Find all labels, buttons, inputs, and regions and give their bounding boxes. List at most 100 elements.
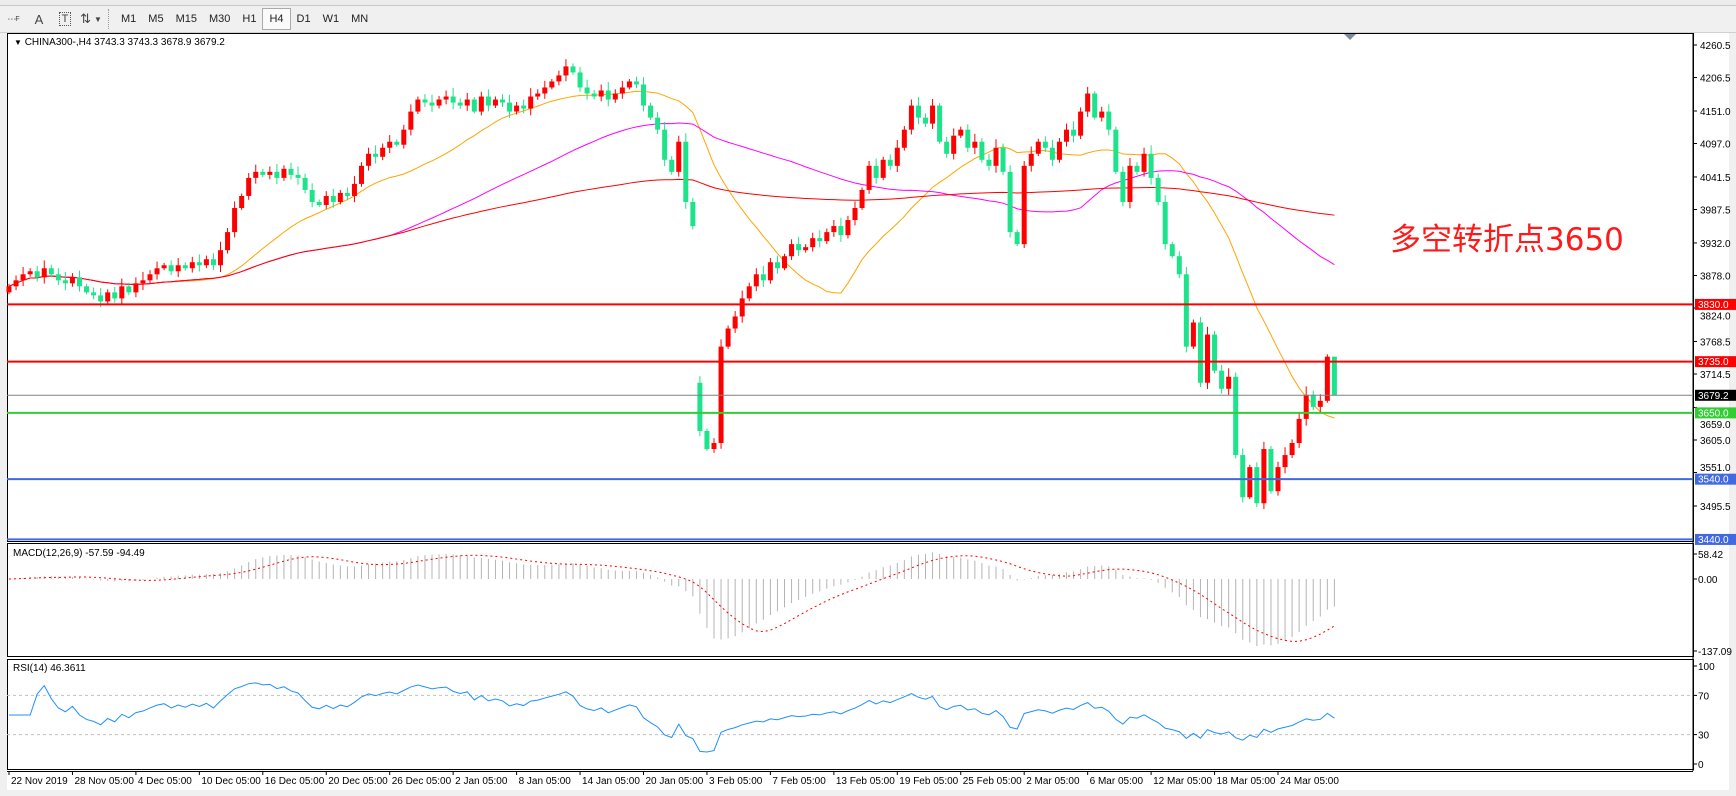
- level-3440-label-box: [1695, 533, 1736, 545]
- candle-bull: [831, 220, 837, 237]
- timeframe-d1[interactable]: D1: [296, 13, 311, 25]
- candle-body: [937, 105, 943, 142]
- chevron-down-icon[interactable]: ▼: [93, 14, 102, 24]
- candle-bear: [1268, 446, 1274, 494]
- candle-body: [556, 75, 562, 82]
- timeframe-h4[interactable]: H4: [262, 8, 291, 30]
- candle-bear: [55, 268, 61, 286]
- candle-body: [1028, 153, 1034, 166]
- level-3650-label-box: [1695, 407, 1736, 419]
- time-tick-label: 2 Mar 05:00: [1026, 776, 1080, 787]
- candle-bear: [796, 236, 802, 256]
- candle-bull: [147, 270, 153, 284]
- collapse-arrow-icon[interactable]: ▼: [14, 38, 22, 47]
- timeframe-m5[interactable]: M5: [148, 13, 164, 25]
- price-tick-label: 3768.5: [1700, 337, 1731, 348]
- candle-bear: [1113, 126, 1119, 175]
- timeframe-w1[interactable]: W1: [322, 13, 340, 25]
- candle-bear: [887, 154, 893, 171]
- candle-bull: [436, 95, 442, 109]
- timeframe-m30[interactable]: M30: [208, 13, 231, 25]
- candle-bear: [1120, 166, 1126, 207]
- level-3735-label-box: [1695, 356, 1736, 368]
- price-tick-label: 3714.5: [1700, 370, 1731, 381]
- candle-body: [648, 105, 654, 118]
- candle-body: [1035, 141, 1041, 154]
- candle-body: [6, 286, 12, 293]
- text-icon[interactable]: A: [34, 11, 44, 27]
- rsi-tick-label: 70: [1698, 691, 1710, 702]
- candle-body: [626, 81, 632, 88]
- candle-bull: [267, 166, 273, 180]
- candle-body: [436, 99, 442, 106]
- fibonacci-icon[interactable]: ⋯ F: [7, 13, 19, 24]
- candle-body: [1331, 356, 1337, 396]
- candle-bull: [1064, 123, 1069, 147]
- candle-bull: [972, 133, 978, 155]
- candle-body: [1127, 165, 1133, 202]
- text-label-icon[interactable]: T: [52, 8, 78, 30]
- candle-body: [732, 316, 738, 329]
- candle-bull: [556, 70, 562, 86]
- candle-bull: [387, 135, 393, 154]
- candle-bear: [34, 265, 40, 282]
- time-tick-label: 4 Dec 05:00: [138, 776, 192, 787]
- candle-body: [422, 99, 428, 103]
- candle-body: [1212, 334, 1218, 371]
- candle-bull: [676, 135, 682, 177]
- candle-body: [753, 274, 759, 287]
- timeframe-m15[interactable]: M15: [175, 13, 197, 25]
- candle-body: [739, 298, 745, 317]
- candle-bear: [1042, 136, 1048, 153]
- candle-body: [655, 117, 661, 130]
- candle-body: [1071, 129, 1077, 136]
- candle-body: [887, 159, 893, 166]
- arrows-icon[interactable]: ⇅ ▼: [80, 11, 102, 26]
- candle-body: [119, 286, 125, 299]
- candle-bull: [1317, 394, 1323, 413]
- time-tick-label: 3 Feb 05:00: [709, 776, 763, 787]
- timeframe-m1[interactable]: M1: [121, 13, 137, 25]
- candle-body: [450, 96, 456, 103]
- candle-bear: [168, 260, 174, 276]
- candle-bull: [732, 311, 738, 333]
- candle-bear: [1007, 165, 1013, 238]
- candle-body: [380, 147, 386, 157]
- candle-bull: [852, 201, 858, 226]
- candle-bull: [619, 80, 625, 99]
- candle-body: [27, 271, 33, 275]
- candle-bull: [1282, 447, 1288, 474]
- candle-body: [281, 168, 287, 178]
- candle-bear: [697, 376, 703, 437]
- candle-bull: [549, 79, 555, 90]
- candle-bull: [894, 139, 900, 173]
- top-toolbar-strip: [0, 0, 1736, 6]
- candle-body: [1240, 455, 1246, 498]
- candle-body: [859, 189, 865, 209]
- candle-bear: [570, 63, 576, 75]
- candle-bull: [859, 187, 865, 210]
- candle-bear: [774, 255, 780, 274]
- timeframe-h1[interactable]: H1: [242, 13, 257, 25]
- candle-body: [485, 96, 491, 106]
- candle-body: [415, 99, 421, 112]
- candle-body: [662, 129, 668, 160]
- candle-bull: [253, 164, 259, 184]
- candle-bull: [13, 275, 19, 291]
- candle-body: [1303, 394, 1309, 419]
- candle-body: [189, 262, 195, 269]
- candle-body: [1155, 177, 1161, 202]
- level-3650-label: 3650.0: [1698, 408, 1729, 419]
- candle-body: [1014, 232, 1020, 245]
- time-tick-label: 20 Jan 05:00: [646, 776, 704, 787]
- candle-bear: [591, 89, 597, 100]
- candle-bear: [394, 139, 400, 147]
- candle-bull: [1056, 138, 1062, 163]
- timeframe-mn[interactable]: MN: [351, 13, 369, 25]
- candle-bull: [492, 96, 498, 108]
- candle-bull: [1205, 326, 1210, 390]
- candle-body: [1254, 467, 1260, 504]
- candle-bull: [27, 268, 33, 277]
- candle-body: [824, 232, 830, 242]
